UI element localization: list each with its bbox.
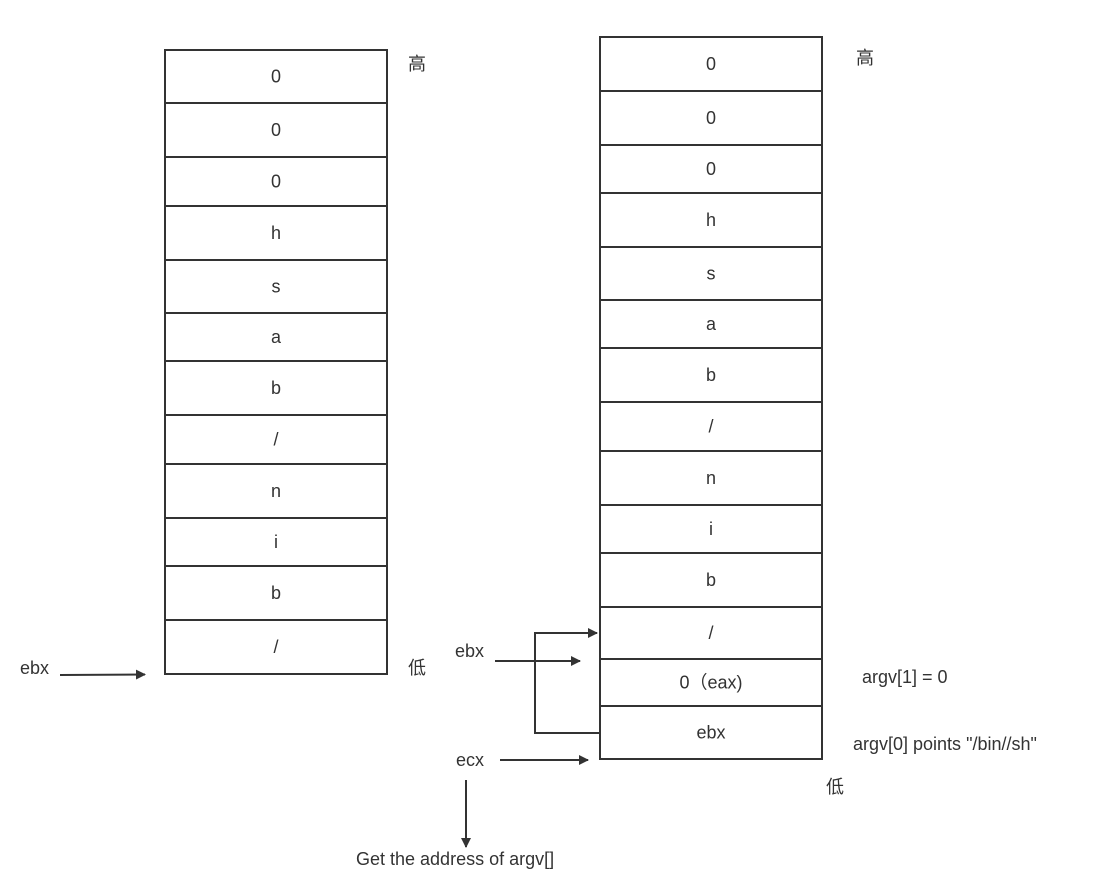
right-stack-cell: 0 [599,144,823,194]
right-stack-cell-label: 0 [706,108,716,128]
right-stack-cell: 0 [599,90,823,146]
left-stack-cell-label: s [272,277,281,297]
right-stack-cell-label: s [707,264,716,284]
right-low-label: 低 [826,777,844,797]
left-ebx-label: ebx [20,658,49,678]
left-stack-cell-box [164,414,388,465]
argv0-pointer-arrow [534,628,599,734]
right-stack-cell: 0 [599,36,823,92]
right-stack-cell-box [599,299,823,349]
left-stack-cell: 0 [164,156,388,207]
left-stack: 0 0 0 h s a b / n i b / [164,49,388,675]
left-stack-cell: / [164,619,388,675]
right-stack-cell-label: / [708,623,713,643]
right-stack-cell-label: / [708,417,713,437]
right-stack-cell-box [599,347,823,403]
left-stack-cell-box [164,312,388,362]
right-stack-cell: i [599,504,823,554]
left-stack-cell: s [164,259,388,314]
left-ebx-arrow [59,669,146,680]
right-stack-cell: 0（eax) [599,658,823,707]
right-stack-cell-label: n [706,468,716,488]
right-stack-cell-box [599,504,823,554]
left-stack-cell-label: i [274,532,278,552]
left-stack-cell-label: b [271,378,281,398]
left-stack-cell: b [164,360,388,416]
left-low-label: 低 [408,658,426,678]
right-stack-cell: b [599,347,823,403]
left-stack-cell: i [164,517,388,567]
right-high-label: 高 [856,48,874,68]
right-stack-cell: h [599,192,823,248]
left-stack-cell-box [164,102,388,158]
left-stack-cell-label: a [271,327,282,347]
right-stack-cell-box [599,450,823,506]
left-high-label: 高 [408,54,426,74]
left-stack-cell-label: / [273,430,278,450]
left-stack-cell-box [164,565,388,621]
right-stack-cell-box [599,246,823,301]
argv1-note: argv[1] = 0 [862,667,948,687]
left-stack-cell: a [164,312,388,362]
right-stack-cell-label: 0（eax) [679,673,742,693]
ecx-label: ecx [456,750,484,770]
right-stack: 0 0 0 h s a b / n i b / 0（eax) ebx [599,36,823,760]
right-stack-cell-box [599,90,823,146]
left-stack-cell-label: n [271,481,281,501]
right-stack-cell-box [599,192,823,248]
right-stack-cell-label: i [709,519,713,539]
left-stack-cell: 0 [164,49,388,104]
right-stack-cell: a [599,299,823,349]
left-stack-cell-label: 0 [271,120,281,140]
right-stack-cell: n [599,450,823,506]
right-stack-cell-label: h [706,210,716,230]
left-stack-cell: h [164,205,388,261]
right-stack-cell: b [599,552,823,608]
left-stack-cell-label: / [273,637,278,657]
left-stack-cell-box [164,517,388,567]
right-stack-cell-label: ebx [696,723,725,743]
left-stack-cell-label: h [271,223,281,243]
right-stack-cell-label: 0 [706,54,716,74]
left-stack-cell-box [164,619,388,675]
left-stack-cell: b [164,565,388,621]
argv0-note: argv[0] points "/bin//sh" [853,734,1037,754]
right-stack-cell: / [599,606,823,660]
left-stack-cell-label: 0 [271,67,281,87]
right-stack-cell-label: b [706,570,716,590]
left-stack-cell: / [164,414,388,465]
right-ebx-label: ebx [455,641,484,661]
right-stack-cell-label: b [706,365,716,385]
left-stack-cell: n [164,463,388,519]
right-stack-cell: s [599,246,823,301]
right-stack-cell-box [599,705,823,760]
ecx-note: Get the address of argv[] [356,849,554,869]
left-stack-cell-box [164,49,388,104]
right-stack-cell: ebx [599,705,823,760]
right-stack-cell-box [599,552,823,608]
left-stack-cell-label: 0 [271,172,281,192]
right-stack-cell-box [599,401,823,452]
left-stack-cell-box [164,205,388,261]
left-stack-cell: 0 [164,102,388,158]
right-stack-cell-box [599,606,823,660]
right-stack-cell-label: 0 [706,159,716,179]
right-stack-cell: / [599,401,823,452]
right-stack-cell-label: a [706,314,717,334]
left-stack-cell-label: b [271,583,281,603]
